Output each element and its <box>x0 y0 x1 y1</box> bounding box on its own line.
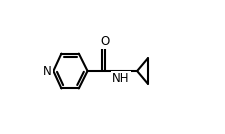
Text: O: O <box>100 35 109 48</box>
Text: N: N <box>43 64 52 78</box>
Text: NH: NH <box>112 72 129 85</box>
